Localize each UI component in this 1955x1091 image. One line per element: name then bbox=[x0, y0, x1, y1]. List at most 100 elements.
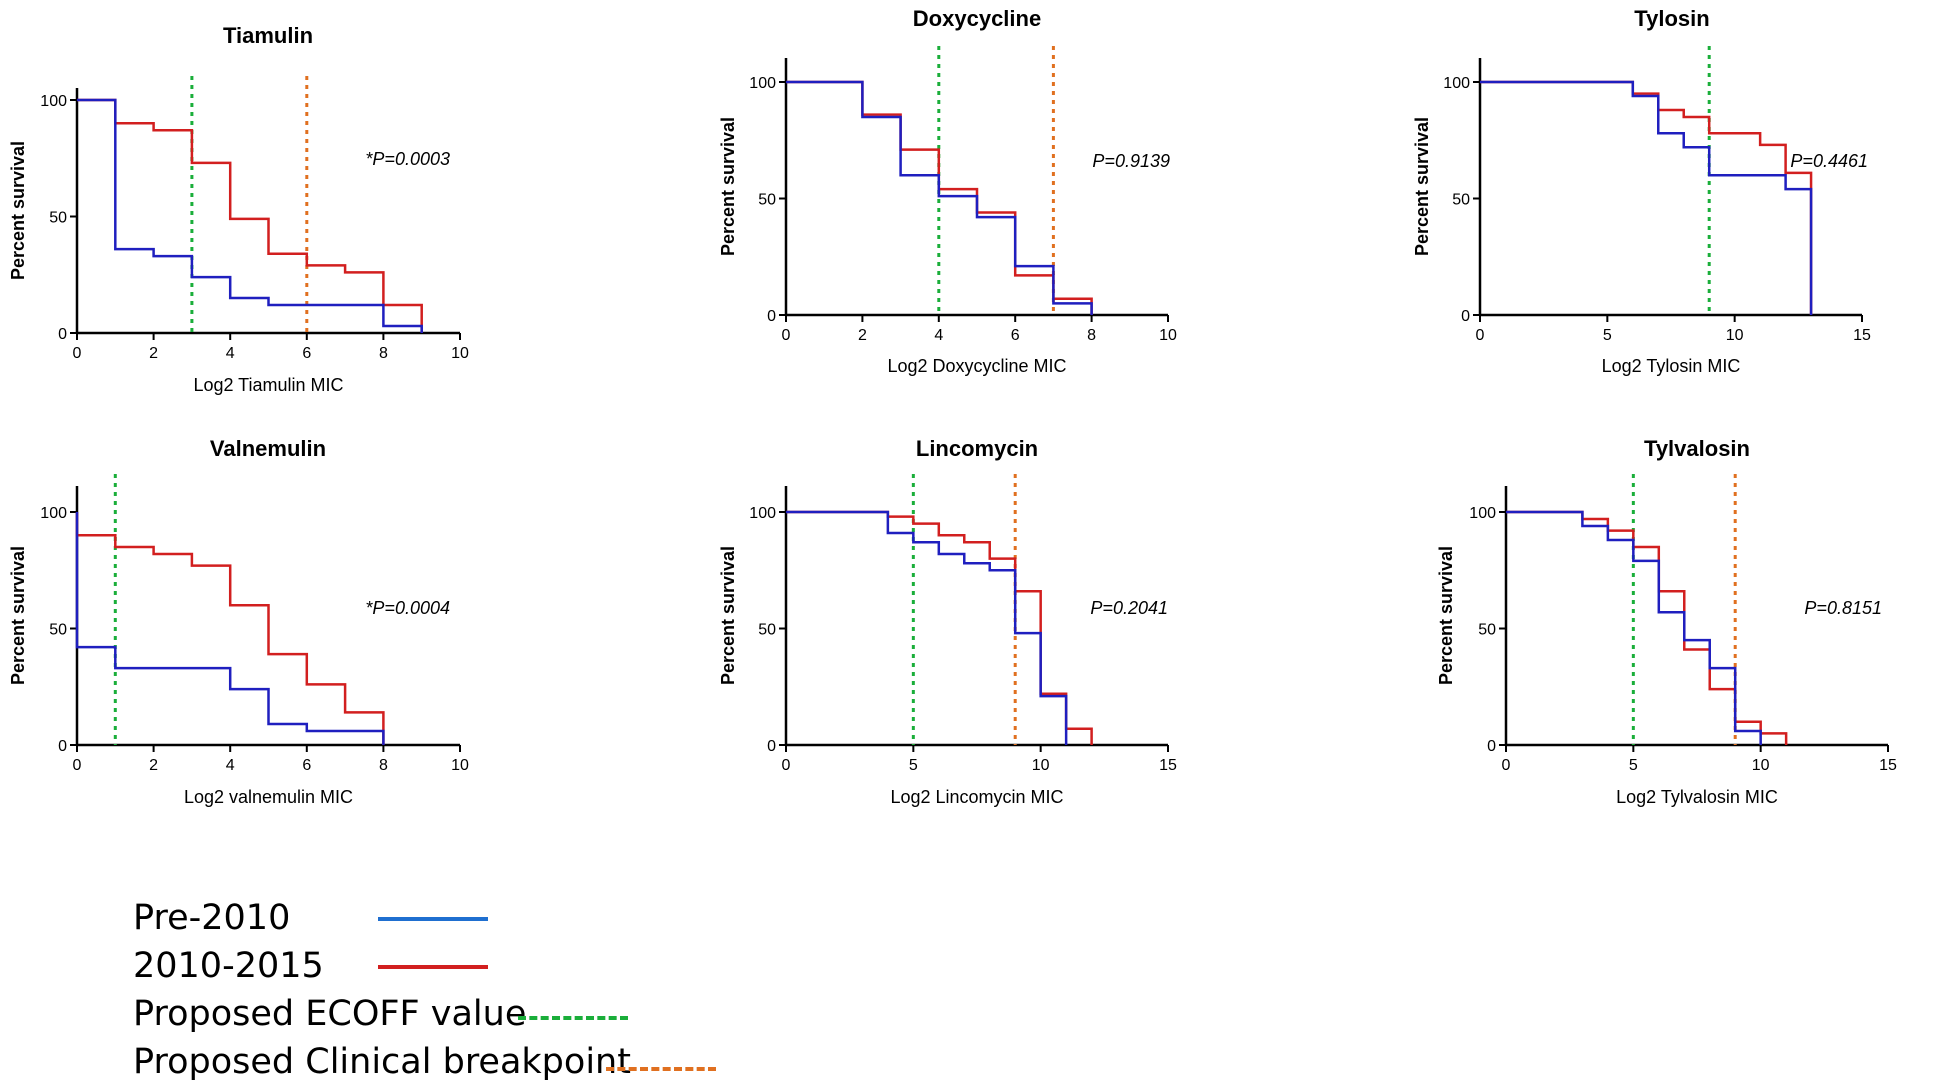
x-tick-label: 2 bbox=[858, 327, 867, 344]
legend-item-pre2010: Pre-2010 bbox=[133, 896, 933, 940]
x-tick-label: 0 bbox=[73, 757, 82, 774]
x-tick-label: 8 bbox=[379, 345, 388, 362]
chart-title: Doxycycline bbox=[913, 6, 1041, 31]
y-tick-label: 0 bbox=[58, 326, 67, 343]
x-tick-label: 5 bbox=[1629, 757, 1638, 774]
series-pre2010-curve bbox=[77, 98, 423, 333]
chart-panel-tylosin: Tylosin 0 5 10 15 0 50 100 Log2 Tylosin MIC Perce… bbox=[1412, 6, 1871, 376]
chart-title: Valnemulin bbox=[210, 436, 326, 461]
y-tick-label: 50 bbox=[1452, 192, 1470, 209]
y-tick-label: 100 bbox=[1443, 75, 1470, 92]
p-value: P=0.8151 bbox=[1804, 598, 1882, 618]
y-tick-label: 50 bbox=[49, 210, 67, 227]
series-pre2010-curve bbox=[786, 510, 1068, 745]
chart-title: Lincomycin bbox=[916, 436, 1038, 461]
p-value: P=0.9139 bbox=[1092, 151, 1170, 171]
y-axis-label: Percent survival bbox=[718, 117, 738, 256]
x-tick-label: 0 bbox=[73, 345, 82, 362]
x-tick-label: 6 bbox=[302, 345, 311, 362]
legend-item-2010-2015: 2010-2015 bbox=[133, 944, 933, 988]
x-axis-label: Log2 Tiamulin MIC bbox=[193, 375, 343, 395]
legend: Pre-2010 2010-2015 Proposed ECOFF value … bbox=[133, 896, 933, 1091]
series-pre2010-curve bbox=[1480, 80, 1813, 315]
legend-swatch-solid-blue bbox=[378, 917, 488, 921]
legend-label: Proposed ECOFF value bbox=[133, 994, 527, 1034]
y-axis-label: Percent survival bbox=[8, 546, 28, 685]
chart-panel-tylvalosin: Tylvalosin 0 5 10 15 0 50 100 Log2 Tylvalosin MI… bbox=[1436, 436, 1897, 807]
chart-title: Tylvalosin bbox=[1644, 436, 1750, 461]
y-tick-label: 100 bbox=[40, 505, 67, 522]
x-tick-label: 5 bbox=[1603, 327, 1612, 344]
y-tick-label: 100 bbox=[1469, 505, 1496, 522]
y-tick-label: 50 bbox=[49, 622, 67, 639]
legend-label: Proposed Clinical breakpoint bbox=[133, 1042, 631, 1082]
legend-swatch-dashed-orange bbox=[606, 1067, 716, 1071]
x-axis-label: Log2 Doxycycline MIC bbox=[887, 356, 1066, 376]
y-tick-label: 100 bbox=[749, 75, 776, 92]
legend-item-ecoff: Proposed ECOFF value bbox=[133, 992, 933, 1036]
x-tick-label: 6 bbox=[302, 757, 311, 774]
y-tick-label: 0 bbox=[1461, 308, 1470, 325]
x-axis-label: Log2 Tylosin MIC bbox=[1602, 356, 1741, 376]
x-tick-label: 0 bbox=[782, 327, 791, 344]
x-tick-label: 0 bbox=[782, 757, 791, 774]
y-tick-label: 50 bbox=[758, 192, 776, 209]
p-value: *P=0.0004 bbox=[365, 598, 450, 618]
y-tick-label: 0 bbox=[767, 308, 776, 325]
x-tick-label: 10 bbox=[451, 345, 469, 362]
x-tick-label: 10 bbox=[451, 757, 469, 774]
y-tick-label: 50 bbox=[758, 622, 776, 639]
x-tick-label: 10 bbox=[1752, 757, 1770, 774]
y-tick-label: 50 bbox=[1478, 622, 1496, 639]
x-tick-label: 15 bbox=[1853, 327, 1871, 344]
legend-label: 2010-2015 bbox=[133, 946, 324, 986]
y-tick-label: 0 bbox=[1487, 738, 1496, 755]
x-axis-label: Log2 Tylvalosin MIC bbox=[1616, 787, 1778, 807]
p-value: P=0.4461 bbox=[1790, 151, 1868, 171]
x-tick-label: 4 bbox=[934, 327, 943, 344]
y-axis-label: Percent survival bbox=[1412, 117, 1432, 256]
y-axis-label: Percent survival bbox=[718, 546, 738, 685]
legend-label: Pre-2010 bbox=[133, 898, 291, 938]
series-2010-2015-curve bbox=[77, 98, 423, 333]
x-axis-label: Log2 Lincomycin MIC bbox=[890, 787, 1063, 807]
p-value: P=0.2041 bbox=[1090, 598, 1168, 618]
x-axis-label: Log2 valnemulin MIC bbox=[184, 787, 353, 807]
x-tick-label: 0 bbox=[1476, 327, 1485, 344]
y-tick-label: 0 bbox=[58, 738, 67, 755]
x-tick-label: 10 bbox=[1159, 327, 1177, 344]
p-value: *P=0.0003 bbox=[365, 149, 450, 169]
y-axis-label: Percent survival bbox=[1436, 546, 1456, 685]
x-tick-label: 0 bbox=[1502, 757, 1511, 774]
y-tick-label: 100 bbox=[40, 93, 67, 110]
series-2010-2015-curve bbox=[1506, 510, 1788, 745]
chart-panel-lincomycin: Lincomycin 0 5 10 15 0 50 100 Log2 Lincomycin MI… bbox=[718, 436, 1177, 807]
x-tick-label: 4 bbox=[226, 757, 235, 774]
series-2010-2015-curve bbox=[786, 510, 1093, 745]
chart-title: Tiamulin bbox=[223, 23, 313, 48]
x-tick-label: 15 bbox=[1159, 757, 1177, 774]
chart-title: Tylosin bbox=[1634, 6, 1709, 31]
series-2010-2015-curve bbox=[1480, 80, 1813, 315]
x-tick-label: 4 bbox=[226, 345, 235, 362]
x-tick-label: 15 bbox=[1879, 757, 1897, 774]
x-tick-label: 2 bbox=[149, 345, 158, 362]
series-pre2010-curve bbox=[786, 80, 1093, 315]
series-pre2010-curve bbox=[75, 512, 385, 745]
series-pre2010-curve bbox=[1506, 510, 1762, 745]
y-axis-label: Percent survival bbox=[8, 141, 28, 280]
x-tick-label: 2 bbox=[149, 757, 158, 774]
x-tick-label: 6 bbox=[1011, 327, 1020, 344]
x-tick-label: 8 bbox=[1087, 327, 1096, 344]
x-tick-label: 8 bbox=[379, 757, 388, 774]
x-tick-label: 10 bbox=[1726, 327, 1744, 344]
legend-item-clinical-breakpoint: Proposed Clinical breakpoint bbox=[133, 1040, 933, 1084]
x-tick-label: 10 bbox=[1032, 757, 1050, 774]
y-tick-label: 0 bbox=[767, 738, 776, 755]
y-tick-label: 100 bbox=[749, 505, 776, 522]
x-tick-label: 5 bbox=[909, 757, 918, 774]
